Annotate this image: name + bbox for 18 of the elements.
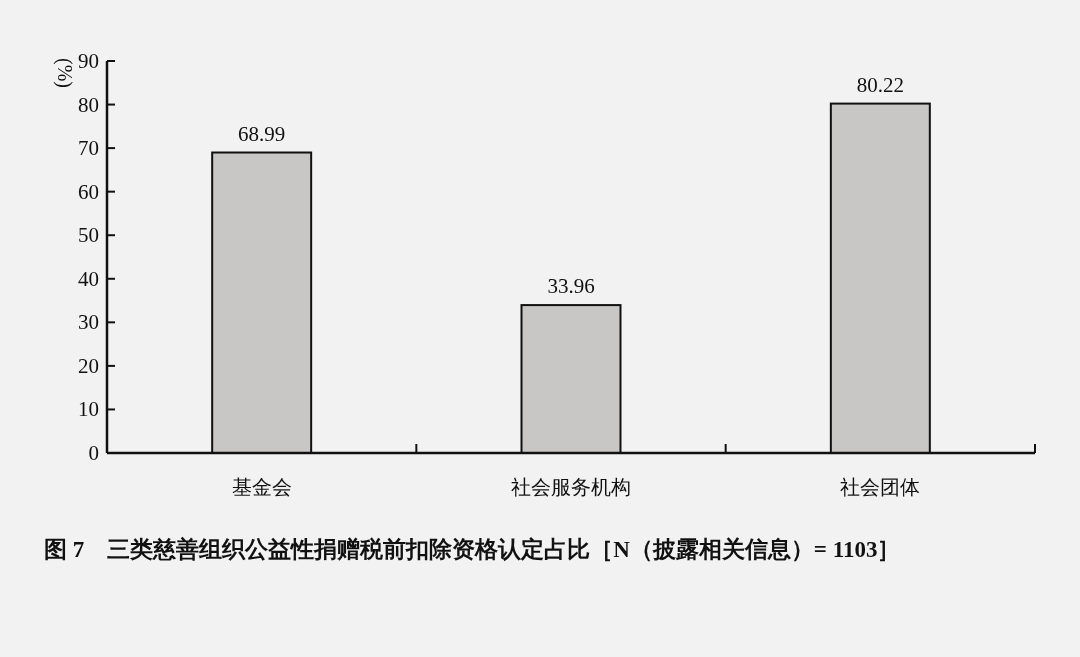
y-tick-label: 40 [78,266,99,291]
y-tick-label: 60 [78,179,99,204]
y-tick-label: 0 [88,441,99,465]
y-tick-label: 80 [78,92,99,117]
y-tick-label: 50 [78,223,99,248]
y-tick-label: 20 [78,353,99,378]
y-tick-label: 70 [78,136,99,161]
y-tick-label: 30 [78,310,99,335]
y-tick-label: 10 [78,397,99,422]
x-tick-label: 社会服务机构 [511,476,631,498]
x-tick-label: 基金会 [231,476,292,498]
x-tick-label: 社会团体 [840,476,921,498]
data-label: 80.22 [856,72,904,97]
data-label: 33.96 [547,274,595,299]
y-tick-label: 90 [78,49,99,73]
y-axis-title: (%) [53,58,76,88]
data-label: 68.99 [238,121,286,146]
text: 图 7 三类慈善组织公益性捐赠税前扣除资格认定占比［N（披露相关信息）= 1103］ [44,536,901,562]
